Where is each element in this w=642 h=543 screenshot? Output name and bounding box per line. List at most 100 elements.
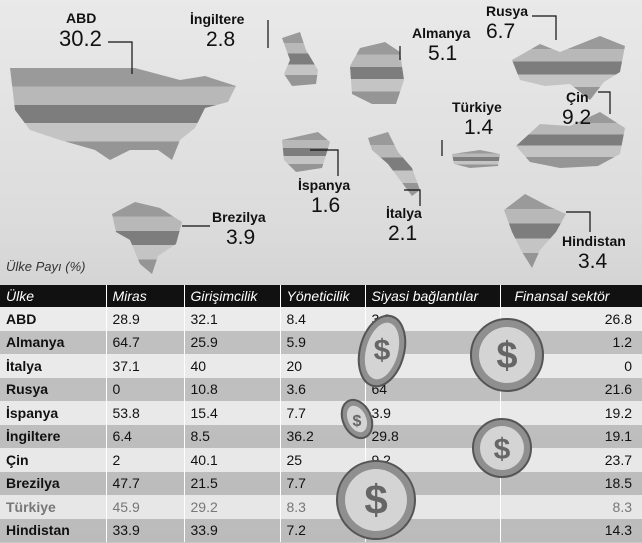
country-cell: Brezilya [0,471,107,495]
map-label-ingiltere: İngiltere 2.8 [190,12,244,50]
value-cell: 29.2 [184,495,281,519]
value-cell: 3.6 [280,377,366,401]
country-value: 2.1 [388,222,418,245]
country-value: 5.1 [428,42,458,65]
map-label-cin: Çin 9.2 [562,90,591,128]
country-name: İtalya [386,205,422,221]
value-cell: 7.7 [280,471,366,495]
table-row: Rusya 0 10.8 3.6 64 21.6 [0,377,642,401]
country-shape-spain [282,132,330,172]
value-cell: 8.3 [280,495,366,519]
table-row: Almanya 64.7 25.9 5.9 2.3 1.2 [0,330,642,354]
map-label-turkiye: Türkiye 1.4 [452,100,502,138]
value-cell: 3.8 [365,307,501,331]
value-cell: 8.3 [365,495,501,519]
value-cell: 36.2 [280,424,366,448]
value-cell: 64 [365,377,501,401]
value-cell: 0 [106,377,185,401]
country-cell: Hindistan [0,518,107,542]
value-cell: 2.9 [365,354,501,378]
country-shape-turkey [452,150,500,168]
value-cell: 37.1 [106,354,185,378]
country-cell: ABD [0,307,107,331]
value-cell: 18.5 [500,471,642,495]
country-name: İngiltere [190,11,245,27]
column-header: Yöneticilik [280,285,366,307]
value-cell: 26.8 [500,307,642,331]
value-cell: 9.2 [365,448,501,472]
map-label-ispanya: İspanya 1.6 [298,178,350,216]
country-cell: Rusya [0,377,107,401]
country-value: 9.2 [562,106,592,129]
country-value: 3.9 [226,226,256,249]
value-cell: 25 [280,448,366,472]
country-value: 1.4 [464,116,494,139]
table-body: ABD 28.9 32.1 8.4 3.8 26.8 Almanya 64.7 25.9 5.9 2… [0,307,642,542]
value-cell: 1.2 [500,330,642,354]
map-label-brezilya: Brezilya 3.9 [212,210,266,248]
country-value: 6.7 [486,20,516,43]
value-cell: 4.6 [365,471,501,495]
value-cell: 45.9 [106,495,185,519]
map-label-hindistan: Hindistan 3.4 [562,234,626,272]
value-cell: 53.8 [106,401,185,425]
value-cell: 21.5 [184,471,281,495]
map-label-almanya: Almanya 5.1 [412,26,470,64]
country-name: Almanya [412,25,471,41]
country-value: 1.6 [311,194,341,217]
table-row: Brezilya 47.7 21.5 7.7 4.6 18.5 [0,471,642,495]
country-shape-brazil [112,202,182,274]
column-header: Siyasi bağlantılar [365,285,501,307]
map-label-abd: ABD 30.2 [59,11,102,50]
value-cell: 8.5 [184,424,281,448]
table-row: Çin 2 40.1 25 9.2 23.7 [0,448,642,472]
value-cell: 33.9 [106,518,185,542]
country-value: 2.8 [206,28,236,51]
value-cell: 15.4 [184,401,281,425]
table-row: İspanya 53.8 15.4 7.7 3.9 19.2 [0,401,642,425]
value-cell: 2 [106,448,185,472]
table-row: ABD 28.9 32.1 8.4 3.8 26.8 [0,307,642,331]
country-shape-india [504,194,566,268]
country-name: Türkiye [452,99,502,115]
value-cell: 64.7 [106,330,185,354]
table-header-row: Ülke Miras Girişimcilik Yöneticilik Siya… [0,285,642,307]
value-cell: 10.7 [365,518,501,542]
value-cell: 7.7 [280,401,366,425]
country-cell: İngiltere [0,424,107,448]
country-shape-germany [350,42,404,104]
value-cell: 7.2 [280,518,366,542]
value-cell: 40.1 [184,448,281,472]
country-cell: Türkiye [0,495,107,519]
value-cell: 23.7 [500,448,642,472]
value-cell: 25.9 [184,330,281,354]
table-row: Hindistan 33.9 33.9 7.2 10.7 14.3 [0,518,642,542]
value-cell: 10.8 [184,377,281,401]
column-header: Ülke [0,285,107,307]
value-cell: 6.4 [106,424,185,448]
table-row: Türkiye 45.9 29.2 8.3 8.3 8.3 [0,495,642,519]
value-cell: 21.6 [500,377,642,401]
value-cell: 3.9 [365,401,501,425]
value-cell: 28.9 [106,307,185,331]
data-table: Ülke Miras Girişimcilik Yöneticilik Siya… [0,285,642,542]
country-cell: İspanya [0,401,107,425]
value-cell: 5.9 [280,330,366,354]
value-cell: 19.1 [500,424,642,448]
value-cell: 40 [184,354,281,378]
value-cell: 47.7 [106,471,185,495]
country-value: 30.2 [59,26,102,51]
country-cell: Almanya [0,330,107,354]
country-shape-russia [512,36,625,100]
table-row: İngiltere 6.4 8.5 36.2 29.8 19.1 [0,424,642,448]
leader-lines [108,15,611,232]
value-cell: 8.3 [500,495,642,519]
value-cell: 29.8 [365,424,501,448]
column-header: Girişimcilik [184,285,281,307]
value-cell: 32.1 [184,307,281,331]
map-label-italya: İtalya 2.1 [386,206,422,244]
country-shape-italy [368,132,420,196]
value-cell: 8.4 [280,307,366,331]
value-cell: 20 [280,354,366,378]
country-shape-usa [10,68,236,160]
